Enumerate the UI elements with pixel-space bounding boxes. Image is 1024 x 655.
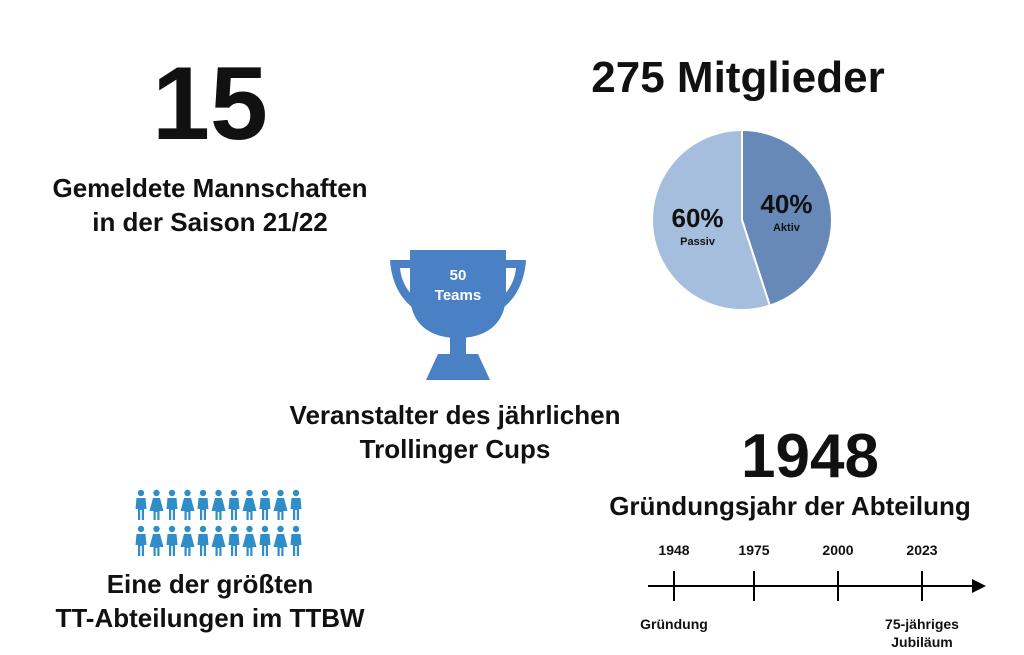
person-icon — [228, 489, 240, 520]
timeline-note: 75-jähriges — [885, 616, 959, 632]
person-icon — [135, 489, 147, 520]
timeline-arrow-icon — [972, 579, 986, 593]
person-icon — [180, 489, 195, 520]
person-icon — [259, 525, 271, 556]
cup-label: Veranstalter des jährlichen Trollinger C… — [250, 398, 660, 466]
person-icon — [166, 525, 178, 556]
person-icon — [149, 489, 164, 520]
timeline-note: Jubiläum — [891, 634, 952, 650]
pie-slice-passiv — [651, 128, 772, 311]
timeline-note: Gründung — [640, 616, 708, 632]
pie-percent-passiv: 60% — [672, 203, 724, 233]
founding-year-label: Gründungsjahr der Abteilung — [609, 491, 971, 521]
timeline-year: 2023 — [906, 542, 937, 558]
timeline-year: 2000 — [822, 542, 853, 558]
team-count-line2: in der Saison 21/22 — [92, 207, 328, 237]
pie-label-passiv: Passiv — [680, 236, 716, 248]
trophy-text-line2: Teams — [435, 287, 481, 304]
person-icon — [273, 489, 288, 520]
person-icon — [166, 489, 178, 520]
person-icon — [197, 525, 209, 556]
pie-percent-aktiv: 40% — [760, 189, 812, 219]
person-icon — [211, 525, 226, 556]
club-size-label: Eine der größten TT-Abteilungen im TTBW — [20, 567, 400, 635]
cup-label-line1: Veranstalter des jährlichen — [289, 400, 621, 430]
person-icon — [273, 525, 288, 556]
founding-year: 1948 — [741, 422, 879, 491]
club-size-line2: TT-Abteilungen im TTBW — [55, 603, 365, 633]
person-icon — [197, 489, 209, 520]
timeline: 1948 Gründung 1975 2000 2023 75-jähriges Jubil… — [640, 542, 986, 650]
trophy-text-line1: 50 — [450, 267, 467, 284]
person-icon — [259, 489, 271, 520]
person-icon — [290, 489, 302, 520]
club-size-line1: Eine der größten — [106, 569, 314, 599]
person-icon — [149, 525, 164, 556]
person-icon — [242, 525, 257, 556]
person-icon — [228, 525, 240, 556]
members-pie-chart: 40% Aktiv 60% Passiv — [651, 128, 833, 311]
person-icon — [180, 525, 195, 556]
person-icon — [211, 489, 226, 520]
pie-label-aktiv: Aktiv — [773, 222, 801, 234]
members-title: 275 Mitglieder — [591, 53, 885, 102]
person-icon — [242, 489, 257, 520]
cup-label-line2: Trollinger Cups — [359, 434, 551, 464]
people-icons — [135, 489, 302, 556]
pie-slice-aktiv — [741, 128, 833, 307]
timeline-year: 1975 — [738, 542, 769, 558]
person-icon — [290, 525, 302, 556]
person-icon — [135, 525, 147, 556]
team-count: 15 — [152, 46, 268, 162]
team-count-label: Gemeldete Mannschaften in der Saison 21/… — [20, 171, 400, 239]
trophy-icon: 50 Teams — [390, 250, 526, 380]
timeline-year: 1948 — [658, 542, 689, 558]
team-count-line1: Gemeldete Mannschaften — [52, 173, 368, 203]
